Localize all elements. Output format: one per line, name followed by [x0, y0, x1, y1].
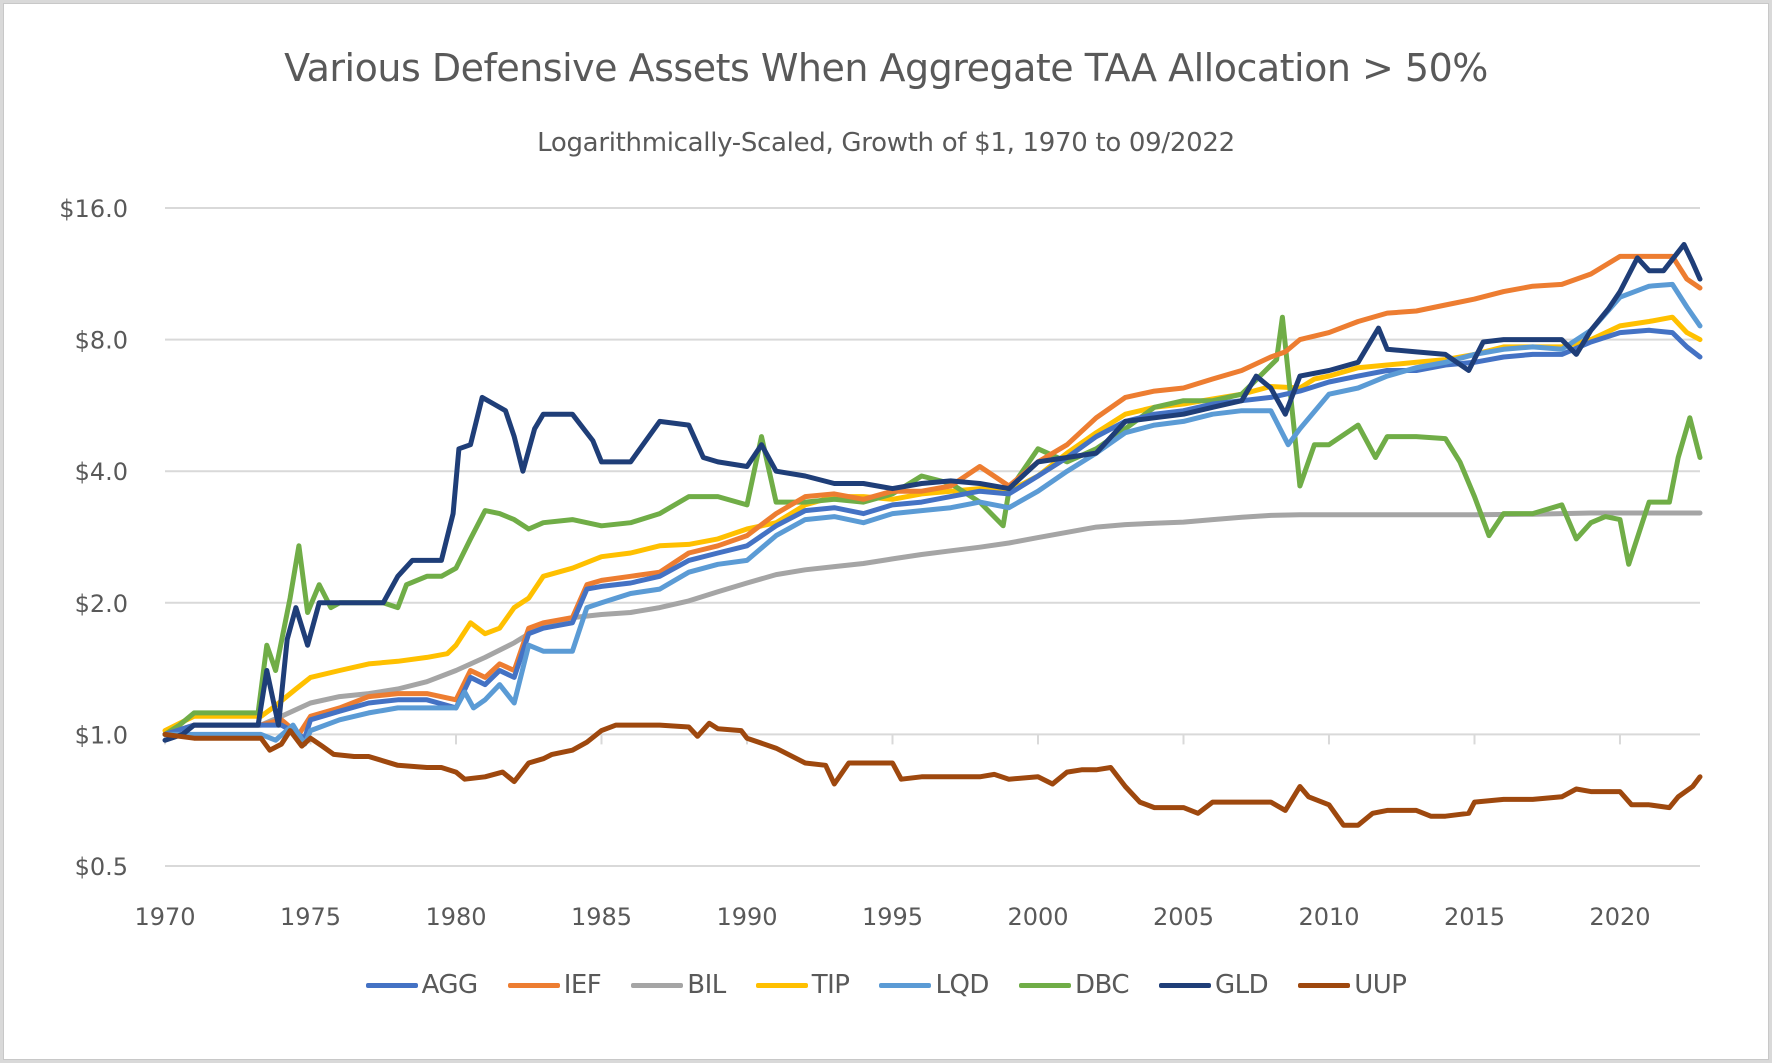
series-line-bil [162, 510, 1703, 737]
y-tick-label: $4.0 [75, 458, 128, 486]
y-tick-label: $1.0 [75, 721, 128, 749]
legend-swatch [631, 982, 684, 988]
legend-swatch [1298, 982, 1351, 988]
legend: AGG IEF BIL TIP LQD DBC GLD UUP [0, 970, 1772, 1000]
legend-label: UUP [1354, 970, 1407, 1000]
chart-frame [3, 3, 1769, 1060]
y-tick-label: $2.0 [75, 590, 128, 618]
x-tick-label: 2015 [1444, 903, 1505, 931]
legend-item-bil: BIL [631, 970, 726, 1000]
legend-item-ief: IEF [507, 970, 602, 1000]
legend-swatch [365, 982, 418, 988]
series-line-lqd [162, 281, 1703, 747]
x-tick-label: 1985 [571, 903, 632, 931]
series-line-tip [162, 314, 1703, 734]
legend-label: AGG [421, 970, 479, 1000]
x-tick-label: 2000 [1007, 903, 1068, 931]
legend-swatch [1159, 982, 1212, 988]
chart-title: Various Defensive Assets When Aggregate … [284, 46, 1488, 90]
series-line-ief [162, 253, 1703, 737]
x-tick-label: 2010 [1298, 903, 1359, 931]
x-tick-label: 1970 [134, 903, 195, 931]
x-tick-label: 1980 [425, 903, 486, 931]
legend-label: DBC [1074, 970, 1130, 1000]
y-tick-label: $8.0 [75, 327, 128, 355]
y-tick-label: $0.5 [75, 853, 128, 881]
legend-item-gld: GLD [1159, 970, 1269, 1000]
x-tick-label: 1995 [862, 903, 923, 931]
legend-label: LQD [935, 970, 989, 1000]
x-tick-label: 2005 [1153, 903, 1214, 931]
legend-item-uup: UUP [1298, 970, 1407, 1000]
legend-item-agg: AGG [365, 970, 479, 1000]
series-lines [162, 242, 1703, 828]
series-line-agg [162, 327, 1703, 741]
y-axis-ticks: $16.0 $8.0 $4.0 $2.0 $1.0 $0.5 [59, 195, 128, 881]
x-axis-ticks: 1970 1975 1980 1985 1990 1995 2000 2005 2010 2015… [134, 903, 1650, 931]
legend-item-lqd: LQD [879, 970, 989, 1000]
series-line-gld [162, 242, 1703, 743]
chart-subtitle: Logarithmically-Scaled, Growth of $1, 19… [537, 128, 1235, 158]
series-line-dbc [162, 314, 1703, 737]
legend-label: IEF [563, 970, 602, 1000]
legend-swatch [507, 982, 560, 988]
series-line-uup [162, 720, 1703, 828]
legend-swatch [879, 982, 932, 988]
gridlines [164, 207, 1700, 867]
legend-label: GLD [1215, 970, 1269, 1000]
legend-label: BIL [687, 970, 726, 1000]
x-tick-label: 1990 [716, 903, 777, 931]
legend-label: TIP [811, 970, 850, 1000]
legend-swatch [1018, 982, 1071, 988]
x-tick-label: 1975 [280, 903, 341, 931]
y-tick-label: $16.0 [59, 195, 128, 223]
x-tick-label: 2020 [1589, 903, 1650, 931]
legend-item-dbc: DBC [1018, 970, 1130, 1000]
legend-item-tip: TIP [755, 970, 850, 1000]
legend-swatch [755, 982, 808, 988]
